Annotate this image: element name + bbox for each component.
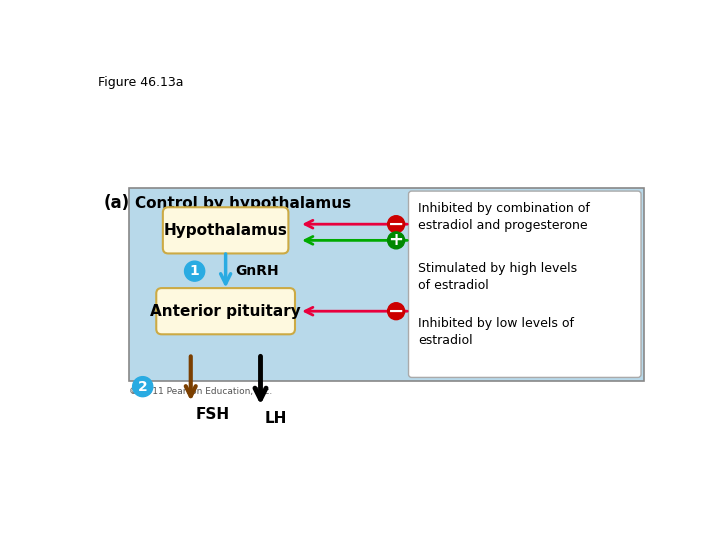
Text: Anterior pituitary: Anterior pituitary [150, 303, 301, 319]
Text: Control by hypothalamus: Control by hypothalamus [135, 195, 351, 211]
Text: −: − [388, 302, 405, 321]
Circle shape [184, 261, 204, 281]
Text: Inhibited by low levels of
estradiol: Inhibited by low levels of estradiol [418, 318, 574, 347]
Text: −: − [388, 215, 405, 234]
FancyBboxPatch shape [156, 288, 295, 334]
Text: 2: 2 [138, 380, 148, 394]
Text: FSH: FSH [195, 407, 230, 422]
Circle shape [387, 232, 405, 249]
Text: (a): (a) [104, 194, 130, 212]
Text: Stimulated by high levels
of estradiol: Stimulated by high levels of estradiol [418, 262, 577, 292]
Text: LH: LH [264, 410, 287, 426]
Text: GnRH: GnRH [235, 264, 279, 278]
Text: Hypothalamus: Hypothalamus [163, 223, 287, 238]
Text: Figure 46.13a: Figure 46.13a [98, 76, 184, 89]
Text: Inhibited by combination of
estradiol and progesterone: Inhibited by combination of estradiol an… [418, 202, 590, 232]
FancyBboxPatch shape [408, 191, 641, 377]
Text: +: + [389, 231, 404, 249]
FancyBboxPatch shape [129, 188, 644, 381]
Circle shape [132, 377, 153, 397]
Circle shape [387, 303, 405, 320]
Circle shape [387, 215, 405, 233]
FancyBboxPatch shape [163, 207, 289, 253]
Text: © 2011 Pearson Education, Inc.: © 2011 Pearson Education, Inc. [129, 387, 272, 396]
Text: 1: 1 [190, 264, 199, 278]
